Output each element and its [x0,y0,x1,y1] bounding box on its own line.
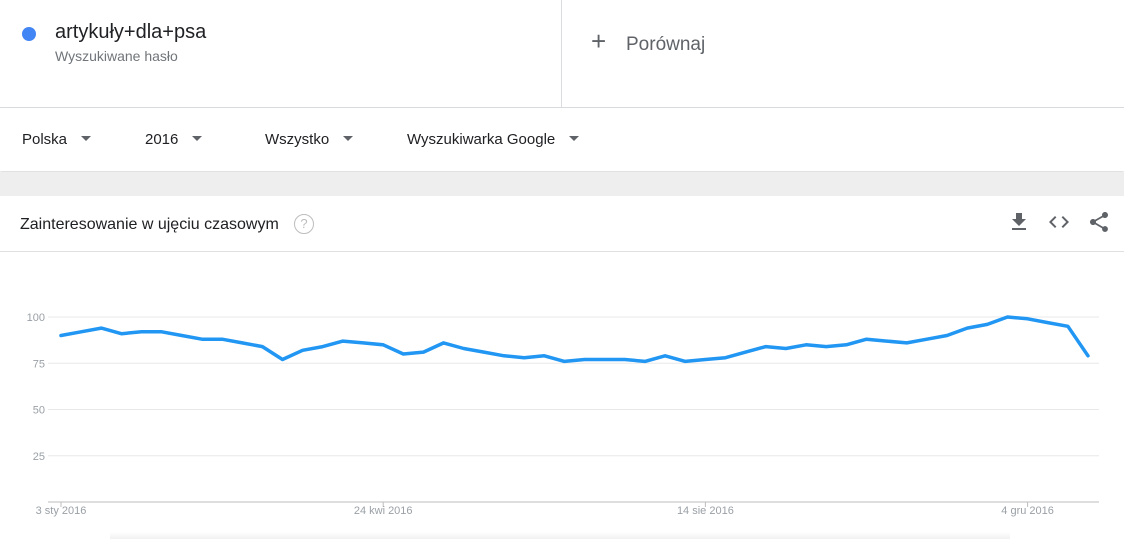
chart-series [56,312,1093,366]
data-point[interactable] [278,355,288,365]
data-point[interactable] [1043,318,1053,328]
data-point[interactable] [942,331,952,341]
region-dropdown[interactable]: Polska [22,131,92,148]
data-point[interactable] [1083,351,1093,361]
data-point[interactable] [519,353,529,363]
data-point[interactable] [157,327,167,337]
data-point[interactable] [439,338,449,348]
data-point[interactable] [197,334,207,344]
data-point[interactable] [338,336,348,346]
data-point[interactable] [821,342,831,352]
data-point[interactable] [580,355,590,365]
search-term-subtitle: Wyszukiwane hasło [55,48,178,64]
data-point[interactable] [137,327,147,337]
data-point[interactable] [559,356,569,366]
data-point[interactable] [56,331,66,341]
search-term-title[interactable]: artykuły+dla+psa [55,21,207,43]
data-point[interactable] [841,340,851,350]
help-icon[interactable]: ? [294,214,314,234]
card-title: Zainteresowanie w ujęciu czasowym [20,216,279,233]
filter-bar: Polska 2016 Wszystko Wyszukiwarka Google [0,108,1124,171]
chart-footer-shadow [110,532,1010,539]
interest-line-chart: 25 50 75 100 3 sty 2016 24 kwi 2016 14 sie 20… [27,312,1099,517]
card-header-divider [0,251,1124,252]
category-dropdown-label: Wszystko [265,131,330,148]
embed-icon[interactable] [1047,210,1071,234]
data-point[interactable] [600,355,610,365]
data-point[interactable] [721,353,731,363]
section-divider-band [0,172,1124,196]
data-point[interactable] [882,336,892,346]
data-point[interactable] [861,334,871,344]
y-tick-label: 25 [33,451,45,463]
data-point[interactable] [116,329,126,339]
region-dropdown-label: Polska [22,131,68,148]
data-point[interactable] [1023,314,1033,324]
data-point[interactable] [902,338,912,348]
data-point[interactable] [418,347,428,357]
data-point[interactable] [257,342,267,352]
compare-button[interactable]: + Porównaj [563,0,1124,107]
chart-grid [48,316,1099,503]
data-point[interactable] [378,340,388,350]
data-point[interactable] [539,351,549,361]
data-point[interactable] [801,340,811,350]
caret-down-icon [81,135,92,141]
data-point[interactable] [76,327,86,337]
x-axis-labels: 3 sty 2016 24 kwi 2016 14 sie 2016 4 gru 20… [36,502,1054,517]
search-type-dropdown-label: Wyszukiwarka Google [407,131,556,148]
data-point[interactable] [358,338,368,348]
data-point[interactable] [700,355,710,365]
data-point[interactable] [680,356,690,366]
y-tick-label: 75 [33,358,45,370]
time-range-dropdown[interactable]: 2016 [145,131,203,148]
caret-down-icon [569,135,580,141]
data-point[interactable] [761,342,771,352]
compare-label: Porównaj [626,34,706,55]
data-point[interactable] [217,334,227,344]
data-point[interactable] [459,343,469,353]
data-point[interactable] [640,356,650,366]
data-point[interactable] [781,343,791,353]
data-point[interactable] [1063,321,1073,331]
data-point[interactable] [96,323,106,333]
data-point[interactable] [741,347,751,357]
data-point[interactable] [298,345,308,355]
data-point[interactable] [237,338,247,348]
x-tick-label: 14 sie 2016 [677,505,734,517]
data-point[interactable] [962,323,972,333]
y-tick-label: 100 [27,312,45,324]
interest-over-time-card: Zainteresowanie w ujęciu czasowym ? [0,196,1124,539]
category-dropdown[interactable]: Wszystko [265,131,354,148]
series-color-dot [22,27,36,41]
data-point[interactable] [922,334,932,344]
search-term-header: artykuły+dla+psa Wyszukiwane hasło + Por… [0,0,1124,108]
data-point[interactable] [499,351,509,361]
data-point[interactable] [479,347,489,357]
data-point[interactable] [660,351,670,361]
y-axis-labels: 25 50 75 100 [27,312,45,463]
data-point[interactable] [318,342,328,352]
data-point[interactable] [1002,312,1012,322]
search-type-dropdown[interactable]: Wyszukiwarka Google [407,131,580,148]
x-tick-label: 4 gru 2016 [1001,505,1054,517]
time-range-dropdown-label: 2016 [145,131,179,148]
x-tick-label: 24 kwi 2016 [354,505,413,517]
data-point[interactable] [398,349,408,359]
series-line[interactable] [59,315,1090,364]
download-icon[interactable] [1007,210,1031,234]
plus-icon: + [591,26,607,56]
data-point[interactable] [982,319,992,329]
data-point[interactable] [177,331,187,341]
caret-down-icon [343,135,354,141]
search-term-card[interactable]: artykuły+dla+psa Wyszukiwane hasło [0,0,562,107]
data-point[interactable] [620,355,630,365]
share-icon[interactable] [1087,210,1111,234]
caret-down-icon [192,135,203,141]
y-tick-label: 50 [33,405,45,417]
x-tick-label: 3 sty 2016 [36,505,87,517]
